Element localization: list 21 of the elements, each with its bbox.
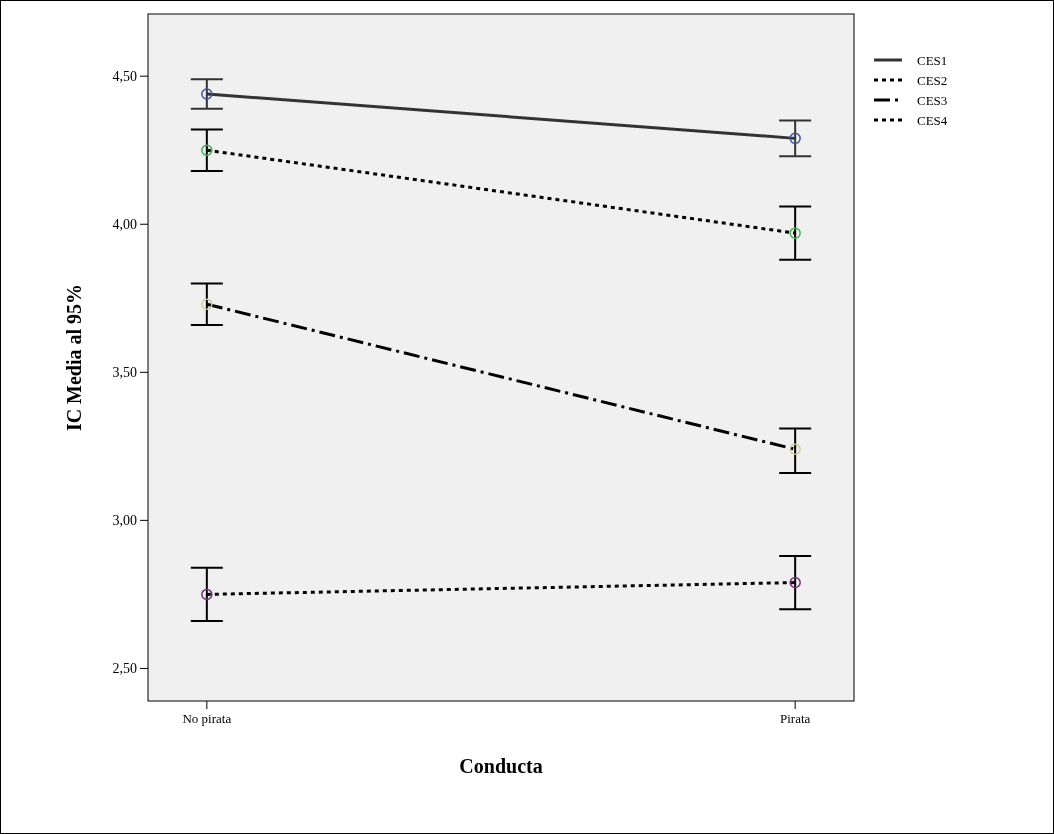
x-tick-label: No pirata — [182, 711, 232, 726]
x-axis-title: Conducta — [459, 755, 543, 777]
legend-label: CES4 — [917, 112, 948, 128]
point — [201, 298, 213, 310]
point — [789, 576, 801, 589]
point — [789, 132, 801, 145]
y-tick-label: 4,50 — [112, 69, 137, 85]
y-tick-label: 3,00 — [112, 513, 137, 529]
y-tick-label: 2,50 — [112, 661, 137, 677]
y-axis-title: IC Media al 95% — [63, 283, 85, 432]
x-tick-label: Pirata — [780, 711, 811, 726]
y-tick-label: 4,00 — [112, 217, 137, 233]
y-tick-label: 3,50 — [112, 365, 137, 381]
point — [789, 227, 801, 239]
point — [201, 144, 213, 156]
legend-label: CES2 — [917, 72, 948, 88]
legend-label: CES1 — [917, 52, 948, 68]
point — [789, 443, 801, 456]
point — [201, 88, 213, 100]
legend-label: CES3 — [917, 92, 948, 108]
point — [201, 588, 213, 601]
